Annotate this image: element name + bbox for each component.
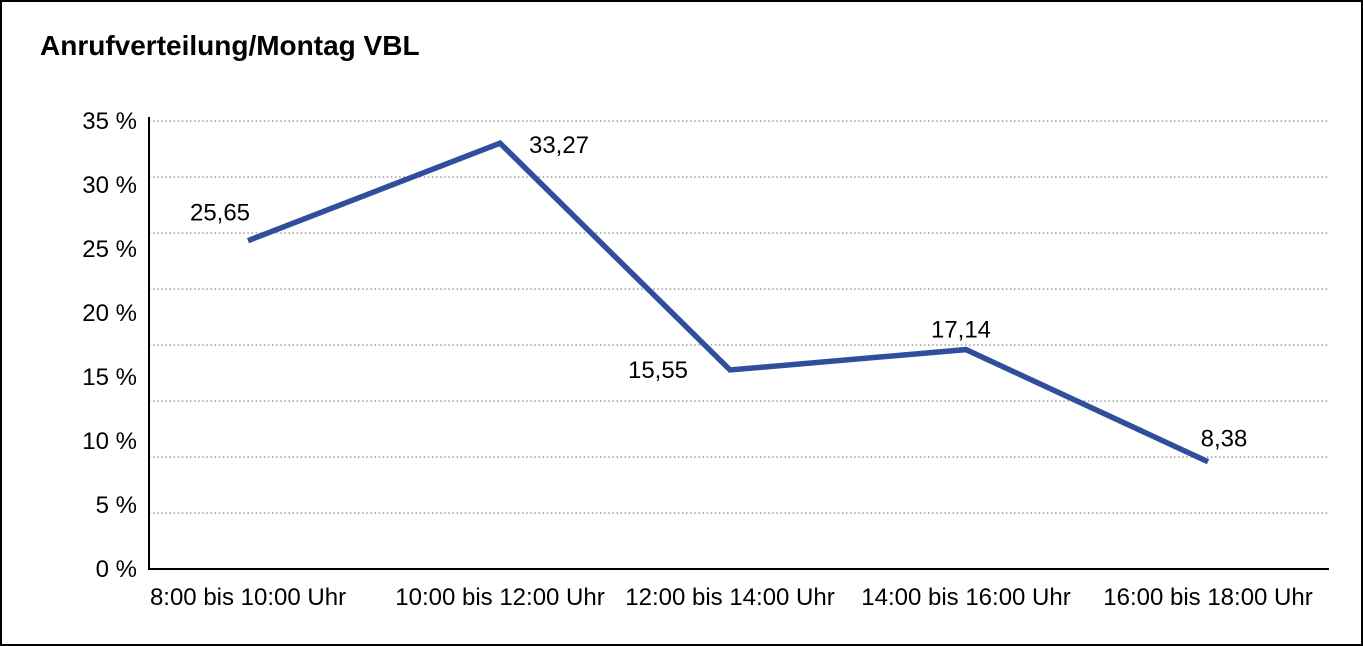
y-tick-label: 25 % (82, 236, 137, 263)
y-tick-label: 10 % (82, 428, 137, 455)
x-tick-label: 14:00 bis 16:00 Uhr (861, 584, 1070, 611)
data-point-label: 33,27 (529, 132, 589, 159)
data-point-label: 25,65 (190, 200, 250, 227)
chart-title: Anrufverteilung/Montag VBL (40, 30, 420, 61)
x-tick-label: 12:00 bis 14:00 Uhr (625, 584, 834, 611)
y-tick-label: 15 % (82, 364, 137, 391)
data-point-label: 17,14 (931, 317, 991, 344)
x-tick-label: 10:00 bis 12:00 Uhr (395, 584, 604, 611)
x-tick-label: 8:00 bis 10:00 Uhr (150, 584, 346, 611)
y-tick-label: 30 % (82, 172, 137, 199)
data-point-label: 8,38 (1201, 426, 1248, 453)
y-tick-label: 20 % (82, 300, 137, 327)
data-point-label: 15,55 (628, 357, 688, 384)
y-tick-label: 35 % (82, 108, 137, 135)
y-tick-label: 0 % (96, 556, 137, 583)
x-tick-label: 16:00 bis 18:00 Uhr (1103, 584, 1312, 611)
data-series-line (247, 139, 1210, 465)
y-tick-label: 5 % (96, 492, 137, 519)
